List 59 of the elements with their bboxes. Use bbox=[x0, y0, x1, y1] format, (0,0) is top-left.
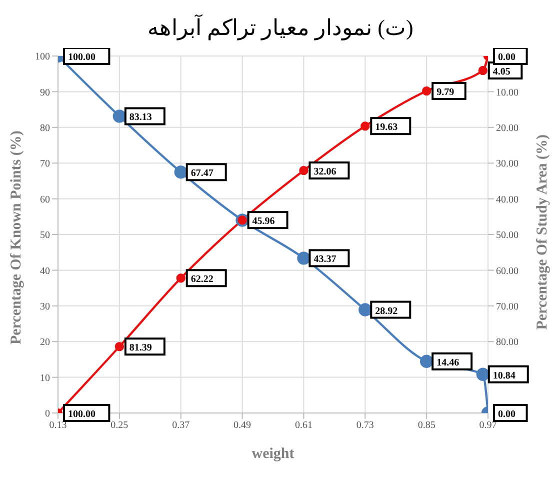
y2-axis-title: Percentage Of Study Area (%) bbox=[534, 134, 550, 330]
point bbox=[174, 166, 188, 179]
y-tick-label: 0 bbox=[45, 408, 50, 420]
y2-tick-label: 70.00 bbox=[496, 301, 518, 312]
point bbox=[297, 252, 310, 265]
y-tick-label: 70 bbox=[40, 158, 50, 170]
point bbox=[478, 66, 488, 76]
data-label: 4.05 bbox=[492, 66, 510, 78]
y-tick-label: 40 bbox=[40, 266, 50, 277]
data-label: 100.00 bbox=[68, 52, 96, 63]
data-label: 0.00 bbox=[498, 52, 516, 63]
data-label: 19.63 bbox=[375, 122, 398, 134]
data-label: 62.22 bbox=[190, 274, 214, 286]
point bbox=[114, 342, 124, 352]
point bbox=[420, 354, 434, 368]
y-tick-label: 100 bbox=[35, 52, 50, 63]
y2-tick-label: 30.00 bbox=[496, 158, 518, 170]
y2-tick-label: 50.00 bbox=[496, 230, 518, 242]
data-label: 45.96 bbox=[252, 216, 275, 228]
point bbox=[176, 274, 186, 283]
data-label: 83.13 bbox=[129, 112, 152, 124]
y-tick-label: 60 bbox=[40, 194, 50, 206]
y2-tick-label: 20.00 bbox=[496, 122, 518, 134]
x-tick-label: 0.73 bbox=[356, 420, 374, 432]
x-tick-label: 0.37 bbox=[172, 420, 190, 432]
y-tick-label: 50 bbox=[40, 230, 50, 242]
x-tick-label: 0.25 bbox=[110, 420, 128, 432]
data-label: 81.39 bbox=[129, 342, 152, 354]
y2-tick-label: 10.00 bbox=[496, 87, 518, 98]
data-label: 28.92 bbox=[375, 306, 398, 317]
point bbox=[112, 110, 126, 123]
point bbox=[360, 121, 370, 131]
data-label: 32.06 bbox=[314, 166, 336, 178]
chart-title: (ت) نمودار معیار تراکم آبراهه bbox=[146, 13, 414, 42]
x-tick-label: 0.49 bbox=[234, 420, 252, 432]
data-label: 100.00 bbox=[68, 409, 96, 420]
y2-tick-label: 60.00 bbox=[496, 266, 518, 277]
x-tick-label: 0.61 bbox=[294, 420, 312, 432]
y-tick-label: 20 bbox=[40, 337, 50, 348]
data-label: 14.46 bbox=[436, 357, 460, 368]
data-label: 67.47 bbox=[190, 168, 214, 180]
x-tick-label: 0.13 bbox=[49, 420, 67, 432]
y-tick-label: 30 bbox=[40, 301, 50, 312]
y-tick-label: 10 bbox=[40, 372, 50, 384]
y-tick-label: 80 bbox=[40, 122, 50, 134]
x-axis-title: weight bbox=[252, 446, 294, 462]
data-label: 0.00 bbox=[498, 409, 516, 420]
y2-tick-label: 80.00 bbox=[496, 337, 518, 348]
data-label: 43.37 bbox=[314, 254, 336, 266]
data-label: 9.79 bbox=[436, 86, 454, 98]
y2-tick-label: 40.00 bbox=[496, 194, 518, 206]
point bbox=[299, 166, 308, 176]
x-tick-label: 0.85 bbox=[418, 420, 436, 432]
point bbox=[358, 303, 372, 316]
y-tick-label: 90 bbox=[40, 87, 50, 98]
point bbox=[422, 86, 432, 96]
point bbox=[476, 368, 488, 381]
y-axis-title: Percentage Of Known Points (%) bbox=[8, 130, 24, 344]
data-label: 10.84 bbox=[492, 370, 516, 382]
